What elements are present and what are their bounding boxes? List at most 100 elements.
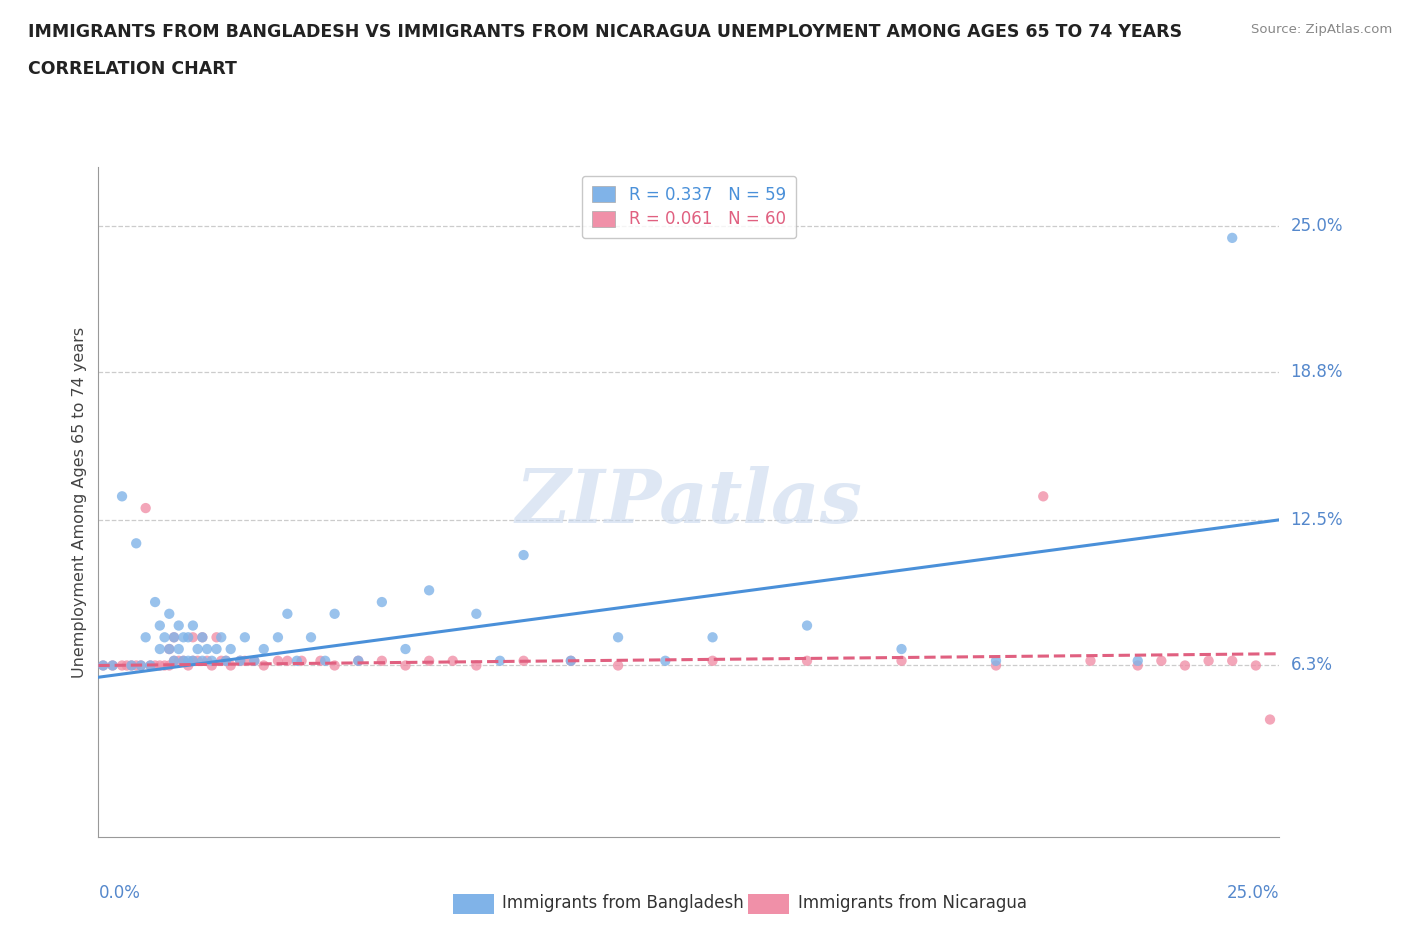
Point bbox=[984, 654, 1007, 669]
Point bbox=[267, 630, 290, 644]
Legend: R = 0.337   N = 59, R = 0.061   N = 60: R = 0.337 N = 59, R = 0.061 N = 60 bbox=[582, 176, 796, 238]
Text: 0.0%: 0.0% bbox=[98, 884, 141, 902]
Point bbox=[219, 642, 242, 657]
Point bbox=[191, 630, 214, 644]
Text: Immigrants from Nicaragua: Immigrants from Nicaragua bbox=[797, 894, 1026, 911]
Point bbox=[1220, 231, 1243, 246]
Point bbox=[111, 489, 134, 504]
Point bbox=[371, 654, 394, 669]
Point bbox=[167, 642, 190, 657]
Point bbox=[215, 654, 238, 669]
Point bbox=[139, 658, 162, 673]
Point bbox=[702, 630, 724, 644]
Point bbox=[153, 630, 176, 644]
Point bbox=[560, 654, 582, 669]
Text: 18.8%: 18.8% bbox=[1291, 363, 1343, 380]
Point bbox=[418, 654, 440, 669]
Point bbox=[229, 654, 252, 669]
Point bbox=[157, 642, 180, 657]
Point bbox=[465, 658, 488, 673]
Point bbox=[181, 618, 204, 633]
Point bbox=[890, 642, 912, 657]
Point bbox=[115, 658, 138, 673]
Point bbox=[209, 630, 232, 644]
Point bbox=[323, 658, 346, 673]
Point bbox=[139, 658, 162, 673]
Point bbox=[209, 654, 232, 669]
Point bbox=[1244, 658, 1267, 673]
Point bbox=[796, 618, 818, 633]
Point bbox=[135, 500, 157, 515]
Point bbox=[347, 654, 370, 669]
Point bbox=[149, 618, 172, 633]
Point bbox=[890, 654, 912, 669]
Point bbox=[163, 654, 186, 669]
Point bbox=[191, 654, 214, 669]
Point bbox=[172, 654, 194, 669]
Point bbox=[125, 536, 148, 551]
Point bbox=[1126, 654, 1149, 669]
Point bbox=[191, 630, 214, 644]
Point bbox=[229, 654, 252, 669]
Text: ZIPatlas: ZIPatlas bbox=[516, 466, 862, 538]
Point bbox=[394, 642, 416, 657]
Point bbox=[984, 658, 1007, 673]
Point bbox=[465, 606, 488, 621]
Point bbox=[181, 654, 204, 669]
Point bbox=[181, 654, 204, 669]
Point bbox=[1220, 654, 1243, 669]
Point bbox=[290, 654, 312, 669]
Point bbox=[149, 658, 172, 673]
Point bbox=[1032, 489, 1054, 504]
Point bbox=[371, 594, 394, 609]
Point bbox=[135, 630, 157, 644]
Point bbox=[167, 654, 190, 669]
Bar bbox=[748, 894, 789, 914]
Point bbox=[233, 630, 256, 644]
Point bbox=[702, 654, 724, 669]
Point bbox=[394, 658, 416, 673]
Point bbox=[163, 630, 186, 644]
Point bbox=[121, 658, 143, 673]
Point bbox=[143, 594, 166, 609]
Point bbox=[195, 654, 218, 669]
Point bbox=[125, 658, 148, 673]
Point bbox=[1126, 658, 1149, 673]
Point bbox=[157, 606, 180, 621]
Point bbox=[1080, 654, 1102, 669]
Point bbox=[253, 642, 276, 657]
Point bbox=[177, 658, 200, 673]
Point bbox=[1174, 658, 1197, 673]
Point bbox=[129, 658, 152, 673]
Point bbox=[172, 654, 194, 669]
Text: 6.3%: 6.3% bbox=[1291, 657, 1333, 674]
Bar bbox=[453, 894, 494, 914]
Point bbox=[215, 654, 238, 669]
Point bbox=[101, 658, 124, 673]
Y-axis label: Unemployment Among Ages 65 to 74 years: Unemployment Among Ages 65 to 74 years bbox=[72, 326, 87, 678]
Point bbox=[267, 654, 290, 669]
Text: 25.0%: 25.0% bbox=[1227, 884, 1279, 902]
Point bbox=[172, 630, 194, 644]
Point bbox=[157, 642, 180, 657]
Text: 12.5%: 12.5% bbox=[1291, 511, 1343, 529]
Point bbox=[205, 630, 228, 644]
Point bbox=[111, 658, 134, 673]
Point bbox=[181, 630, 204, 644]
Point bbox=[243, 654, 266, 669]
Point bbox=[91, 658, 114, 673]
Point bbox=[441, 654, 464, 669]
Point bbox=[187, 654, 209, 669]
Point bbox=[654, 654, 676, 669]
Point bbox=[1150, 654, 1173, 669]
Point bbox=[276, 654, 298, 669]
Point bbox=[153, 658, 176, 673]
Point bbox=[157, 658, 180, 673]
Point bbox=[91, 658, 114, 673]
Text: Immigrants from Bangladesh: Immigrants from Bangladesh bbox=[502, 894, 744, 911]
Point bbox=[1258, 712, 1281, 727]
Point bbox=[314, 654, 336, 669]
Point bbox=[243, 654, 266, 669]
Point bbox=[201, 654, 224, 669]
Point bbox=[253, 658, 276, 673]
